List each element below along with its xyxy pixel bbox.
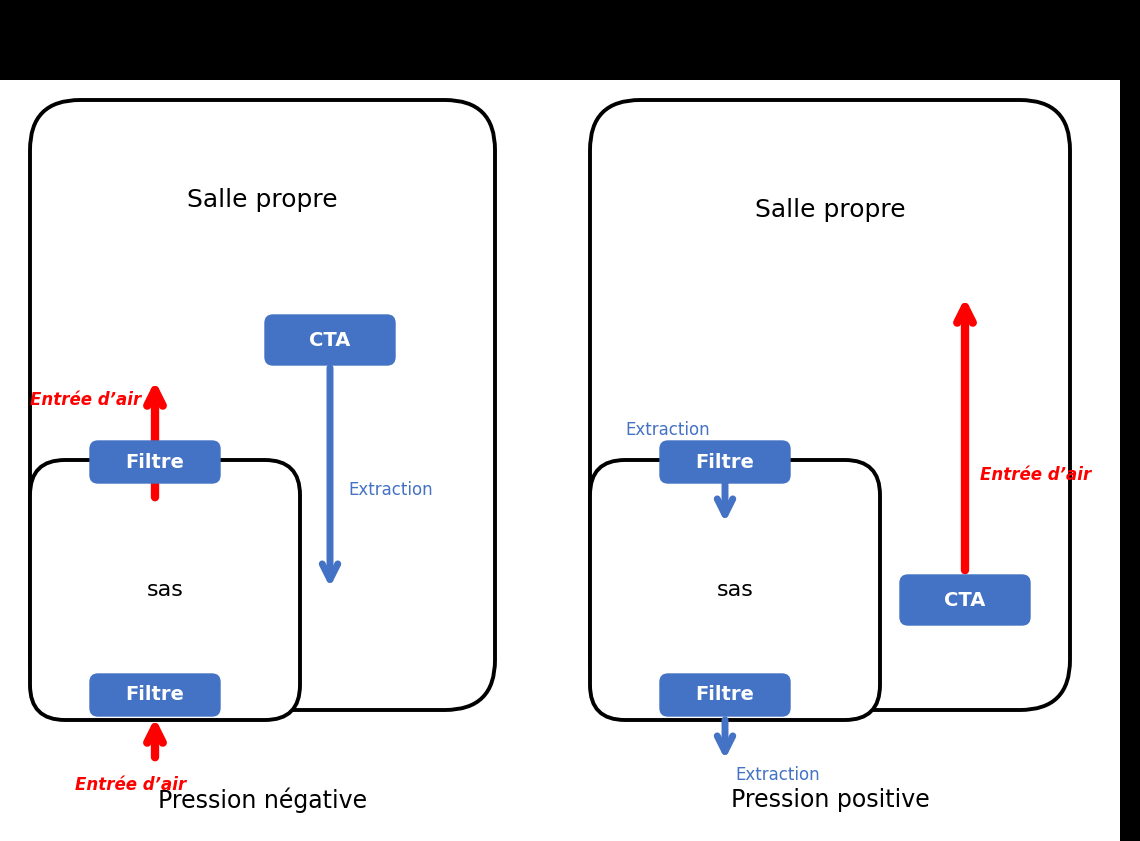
Text: Entrée d’air: Entrée d’air: [75, 776, 186, 794]
Text: Filtre: Filtre: [125, 685, 185, 705]
FancyBboxPatch shape: [30, 460, 300, 720]
FancyBboxPatch shape: [591, 460, 880, 720]
Text: CTA: CTA: [309, 331, 351, 350]
FancyBboxPatch shape: [90, 674, 220, 716]
Text: Filtre: Filtre: [125, 452, 185, 472]
FancyBboxPatch shape: [264, 315, 394, 365]
Text: CTA: CTA: [944, 590, 986, 610]
Text: Entrée d’air: Entrée d’air: [980, 466, 1091, 484]
Text: Extraction: Extraction: [735, 766, 820, 784]
FancyBboxPatch shape: [591, 100, 1070, 710]
Text: Filtre: Filtre: [695, 685, 755, 705]
Text: Entrée d’air: Entrée d’air: [30, 391, 141, 409]
Text: Pression positive: Pression positive: [731, 788, 929, 812]
Text: Extraction: Extraction: [348, 481, 432, 499]
Text: Salle propre: Salle propre: [755, 198, 905, 222]
FancyBboxPatch shape: [90, 441, 220, 483]
FancyBboxPatch shape: [660, 441, 790, 483]
FancyBboxPatch shape: [660, 674, 790, 716]
Text: Extraction: Extraction: [625, 421, 709, 439]
Bar: [0, 0, 1140, 80]
FancyBboxPatch shape: [30, 100, 495, 710]
Text: sas: sas: [717, 580, 754, 600]
Bar: [1119, 0, 1140, 841]
Text: Filtre: Filtre: [695, 452, 755, 472]
Text: Salle propre: Salle propre: [187, 188, 337, 212]
Text: sas: sas: [147, 580, 184, 600]
Text: Pression négative: Pression négative: [158, 787, 367, 812]
FancyBboxPatch shape: [899, 575, 1031, 625]
